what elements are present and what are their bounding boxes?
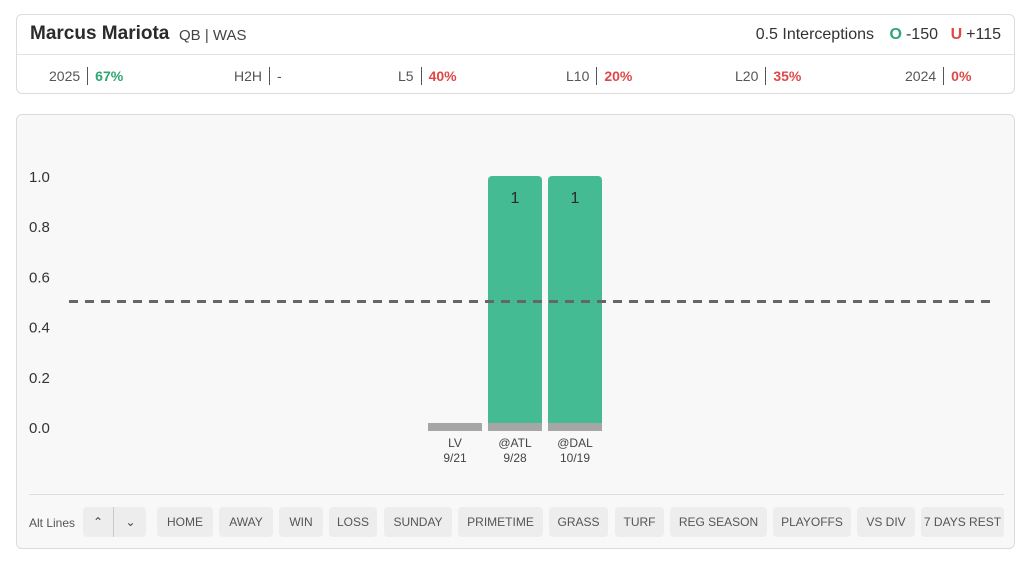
filter-win[interactable]: WIN	[279, 507, 323, 537]
alt-lines-label: Alt Lines	[29, 516, 76, 530]
stat-label: L5	[398, 68, 414, 84]
x-tick-label: LV	[448, 436, 462, 450]
bar-baseline	[548, 423, 602, 431]
chevron-down-icon[interactable]: ⌄	[125, 515, 136, 529]
stat-h2h[interactable]: H2H -	[234, 67, 282, 85]
filter-7-days-rest[interactable]: 7 DAYS REST	[921, 507, 1004, 537]
y-tick-label: 0.6	[29, 269, 50, 286]
filter-loss[interactable]: LOSS	[329, 507, 377, 537]
stat-value: 67%	[95, 68, 124, 84]
filter-reg-season[interactable]: REG SEASON	[670, 507, 767, 537]
stat-label: H2H	[234, 68, 263, 84]
bar-baseline	[428, 423, 482, 431]
chart-panel: 0.0 0.2 0.4 0.6 0.8 1.0 LV 9/21 1 @ATL 9/28 1 @DAL 10…	[16, 114, 1015, 549]
x-tick-label: 9/21	[443, 451, 467, 465]
y-tick-label: 0.2	[29, 370, 50, 387]
stat-divider	[596, 67, 598, 85]
stat-divider	[943, 67, 945, 85]
chevron-up-icon[interactable]: ⌃	[83, 507, 114, 537]
stat-l20[interactable]: L20 35%	[735, 67, 801, 85]
alt-lines-stepper: ⌃ ⌄	[83, 507, 146, 537]
under-letter: U	[950, 26, 963, 43]
stat-l10[interactable]: L10 20%	[566, 67, 632, 85]
bar-value-label: 1	[571, 190, 580, 207]
stat-divider	[269, 67, 271, 85]
filter-away[interactable]: AWAY	[219, 507, 273, 537]
bar-value-label: 1	[511, 190, 520, 207]
stat-2025[interactable]: 2025 67%	[49, 67, 123, 85]
bar	[548, 176, 602, 427]
y-tick-label: 1.0	[29, 169, 50, 186]
x-tick-label: @DAL	[557, 436, 593, 450]
stat-divider	[765, 67, 767, 85]
stat-label: 2025	[49, 68, 81, 84]
y-tick-label: 0.0	[29, 420, 50, 437]
filter-grass[interactable]: GRASS	[549, 507, 608, 537]
under-odds-button[interactable]: U +115	[951, 26, 1001, 44]
filter-playoffs[interactable]: PLAYOFFS	[773, 507, 851, 537]
under-odds: +115	[966, 26, 1001, 43]
header-top-row: Marcus Mariota QB | WAS 0.5 Interception…	[17, 15, 1014, 55]
filter-bar: Alt Lines ⌃ ⌄ HOME AWAY WIN LOSS SUNDAY …	[29, 494, 1004, 542]
bar	[488, 176, 542, 427]
over-odds-button[interactable]: O -150	[890, 26, 938, 44]
stat-label: L10	[566, 68, 590, 84]
over-odds: -150	[905, 26, 938, 43]
stat-divider	[87, 67, 89, 85]
stat-l5[interactable]: L5 40%	[398, 67, 457, 85]
y-tick-label: 0.8	[29, 219, 50, 236]
x-tick-label: 9/28	[503, 451, 527, 465]
player-prop-header: Marcus Mariota QB | WAS 0.5 Interception…	[16, 14, 1015, 94]
filter-turf[interactable]: TURF	[615, 507, 664, 537]
player-name: Marcus Mariota	[30, 23, 170, 44]
stat-label: L20	[735, 68, 759, 84]
y-tick-label: 0.4	[29, 320, 50, 337]
filter-vs-div[interactable]: VS DIV	[857, 507, 915, 537]
filter-primetime[interactable]: PRIMETIME	[458, 507, 543, 537]
player-position-team: QB | WAS	[179, 27, 247, 44]
stat-value: 0%	[951, 68, 972, 84]
stat-label: 2024	[905, 68, 937, 84]
bar-baseline	[488, 423, 542, 431]
stat-value: 40%	[428, 68, 457, 84]
stat-divider	[420, 67, 422, 85]
stat-value: 20%	[604, 68, 633, 84]
filter-sunday[interactable]: SUNDAY	[384, 507, 452, 537]
prop-line: 0.5 Interceptions	[755, 26, 874, 43]
x-tick-label: 10/19	[560, 451, 590, 465]
hit-rate-row: 2025 67% H2H - L5 40% L10 20% L20 35% 2024 0%	[17, 56, 1014, 94]
stat-2024[interactable]: 2024 0%	[905, 67, 971, 85]
stat-value: -	[277, 68, 282, 84]
filter-home[interactable]: HOME	[157, 507, 213, 537]
stat-value: 35%	[773, 68, 802, 84]
x-tick-label: @ATL	[498, 436, 532, 450]
over-letter: O	[889, 26, 902, 43]
